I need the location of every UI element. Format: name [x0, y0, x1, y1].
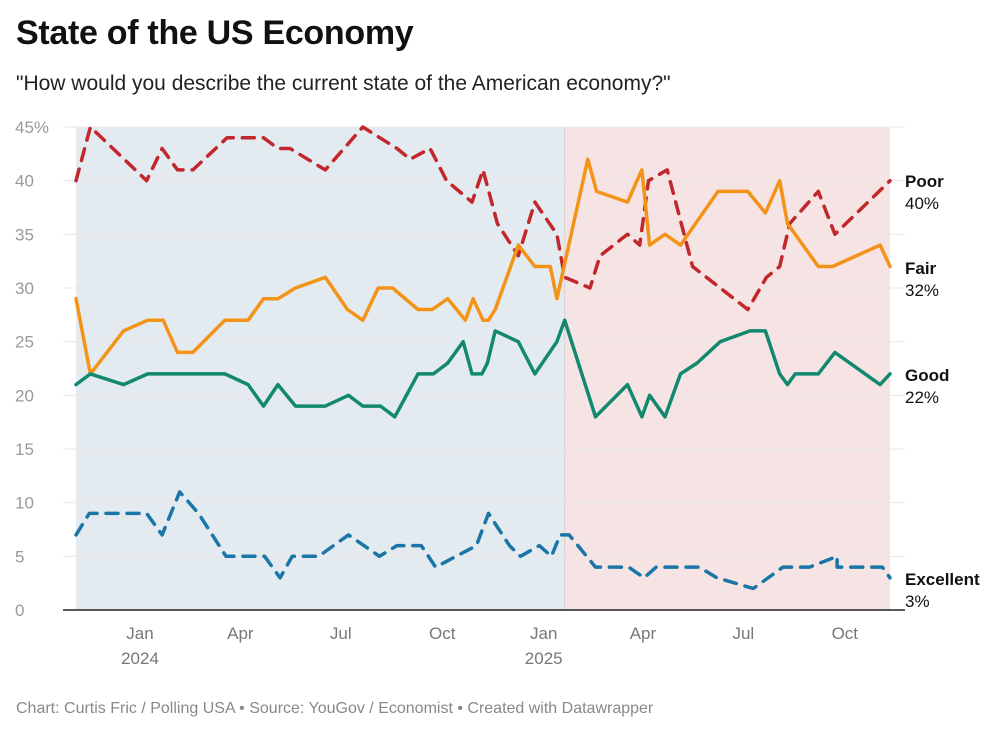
y-tick-label: 30: [15, 279, 34, 298]
y-tick-label: 25: [15, 333, 34, 352]
series-label-name: Poor: [905, 172, 944, 191]
y-tick-label: 20: [15, 386, 34, 405]
series-label-name: Excellent: [905, 570, 980, 589]
series-label-value: 3%: [905, 592, 930, 611]
shaded-region: [564, 127, 890, 610]
series-line-excellent: [74, 490, 892, 591]
series-label-name: Good: [905, 366, 949, 385]
y-tick-label: 45%: [15, 118, 49, 137]
series-line-fair: [74, 157, 892, 376]
series-label-value: 22%: [905, 388, 939, 407]
series-label-value: 32%: [905, 281, 939, 300]
series-line-poor: [74, 125, 892, 312]
x-tick-label: Apr: [227, 624, 254, 643]
x-tick-year: 2024: [121, 649, 159, 668]
x-tick-label: Jul: [330, 624, 352, 643]
y-tick-label: 0: [15, 601, 24, 620]
y-tick-label: 15: [15, 440, 34, 459]
y-tick-label: 35: [15, 225, 34, 244]
chart-footer: Chart: Curtis Fric / Polling USA • Sourc…: [16, 700, 654, 717]
series-label-name: Fair: [905, 259, 937, 278]
x-tick-label: Oct: [832, 624, 859, 643]
y-tick-label: 40: [15, 172, 34, 191]
x-tick-label: Jan: [126, 624, 153, 643]
series-line-good: [74, 318, 892, 419]
chart-subtitle: "How would you describe the current stat…: [16, 72, 671, 95]
y-tick-label: 10: [15, 494, 34, 513]
x-tick-label: Oct: [429, 624, 456, 643]
x-tick-label: Jan: [530, 624, 557, 643]
x-tick-label: Apr: [630, 624, 657, 643]
series-label-value: 40%: [905, 194, 939, 213]
x-tick-label: Jul: [732, 624, 754, 643]
chart-title: State of the US Economy: [16, 14, 414, 52]
x-tick-year: 2025: [525, 649, 563, 668]
y-tick-label: 5: [15, 547, 24, 566]
